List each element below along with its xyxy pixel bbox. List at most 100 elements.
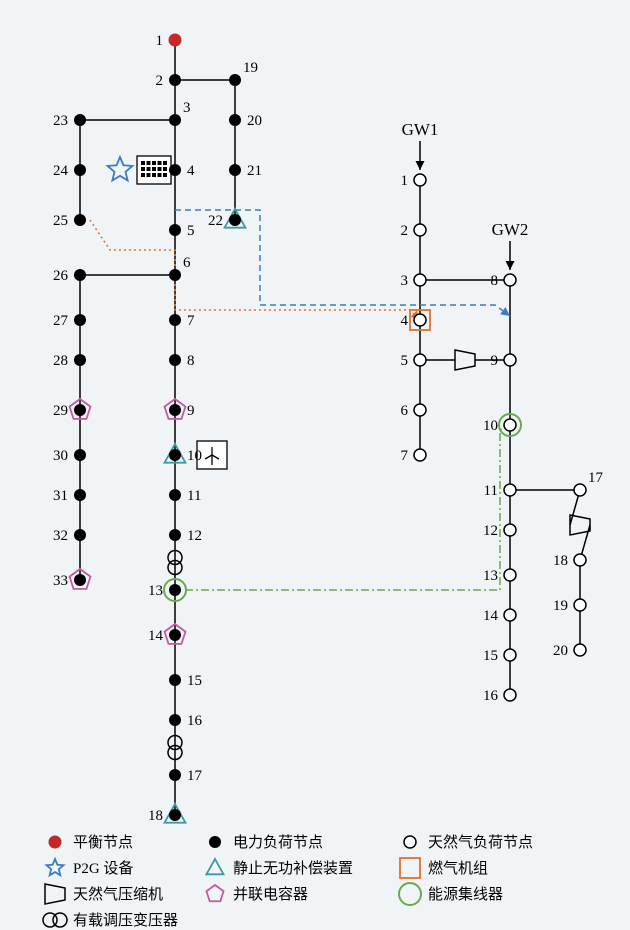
load-node-icon <box>169 314 181 326</box>
node-label: 9 <box>491 353 499 369</box>
legend-label: 有载调压变压器 <box>73 912 178 929</box>
node-label: 14 <box>148 628 164 644</box>
load-node-icon <box>74 529 86 541</box>
legend-label: P2G 设备 <box>73 860 133 877</box>
compressor-icon <box>570 515 590 535</box>
node-label: 3 <box>183 100 191 116</box>
node-label: 15 <box>187 673 202 689</box>
load-node-icon <box>169 354 181 366</box>
load-node-icon <box>169 489 181 501</box>
load-node-icon <box>229 214 241 226</box>
node-label: 32 <box>53 528 68 544</box>
gas-node-icon <box>414 314 426 326</box>
gas-node-icon <box>404 836 416 848</box>
node-label: 13 <box>148 583 163 599</box>
node-label: 16 <box>483 688 499 704</box>
legend-label: 能源集线器 <box>428 886 503 903</box>
load-node-icon <box>169 674 181 686</box>
node-label: 3 <box>401 273 409 289</box>
legend-label: 燃气机组 <box>428 859 488 877</box>
gas-node-icon <box>504 689 516 701</box>
node-label: 5 <box>401 353 409 369</box>
node-label: 30 <box>53 448 68 464</box>
node-label: 11 <box>187 488 201 504</box>
node-label: 16 <box>187 713 203 729</box>
legend-label: 平衡节点 <box>73 834 133 851</box>
legend-label: 静止无功补偿装置 <box>233 860 353 877</box>
legend-label: 天然气压缩机 <box>73 886 163 903</box>
load-node-icon <box>74 354 86 366</box>
load-node-icon <box>169 529 181 541</box>
gas-node-icon <box>504 569 516 581</box>
load-node-icon <box>169 809 181 821</box>
gw-label: GW1 <box>402 120 439 139</box>
gas-node-icon <box>504 524 516 536</box>
p2g-star-icon <box>46 859 63 875</box>
gas-node-icon <box>414 404 426 416</box>
gas-node-icon <box>414 449 426 461</box>
node-label: 9 <box>187 403 195 419</box>
network-diagram: GW1GW21234567891011121314151617181920212… <box>0 0 630 930</box>
node-label: 10 <box>187 448 202 464</box>
slack-node-icon <box>169 34 181 46</box>
gas-node-icon <box>414 174 426 186</box>
load-node-icon <box>169 114 181 126</box>
load-node-icon <box>169 74 181 86</box>
gw-label: GW2 <box>492 220 529 239</box>
svc-icon <box>206 859 223 874</box>
node-label: 29 <box>53 403 68 419</box>
node-label: 4 <box>187 163 195 179</box>
node-label: 28 <box>53 353 68 369</box>
load-node-icon <box>229 74 241 86</box>
node-label: 14 <box>483 608 499 624</box>
node-label: 22 <box>208 213 223 229</box>
load-node-icon <box>229 164 241 176</box>
load-node-icon <box>169 164 181 176</box>
node-label: 6 <box>401 403 409 419</box>
node-label: 2 <box>401 223 409 239</box>
shunt-cap-icon <box>206 885 223 901</box>
load-node-icon <box>74 489 86 501</box>
node-label: 27 <box>53 313 69 329</box>
node-label: 8 <box>491 273 499 289</box>
node-label: 18 <box>148 808 163 824</box>
load-node-icon <box>169 269 181 281</box>
node-label: 6 <box>183 255 191 271</box>
slack-node-icon <box>49 836 61 848</box>
gt-box-icon <box>400 858 420 878</box>
load-node-icon <box>74 114 86 126</box>
node-label: 8 <box>187 353 195 369</box>
load-node-icon <box>169 629 181 641</box>
legend-label: 并联电容器 <box>233 886 308 903</box>
gas-node-icon <box>504 484 516 496</box>
gas-node-icon <box>574 599 586 611</box>
node-label: 23 <box>53 113 68 129</box>
gas-node-icon <box>574 644 586 656</box>
node-label: 24 <box>53 163 69 179</box>
gas-node-icon <box>504 419 516 431</box>
load-node-icon <box>74 164 86 176</box>
gas-node-icon <box>574 554 586 566</box>
legend-label: 天然气负荷节点 <box>428 834 533 851</box>
node-label: 7 <box>187 313 195 329</box>
node-label: 20 <box>553 643 568 659</box>
load-node-icon <box>74 404 86 416</box>
gas-node-icon <box>504 354 516 366</box>
node-label: 11 <box>484 483 498 499</box>
node-label: 12 <box>187 528 202 544</box>
node-label: 20 <box>247 113 262 129</box>
hub-icon <box>399 883 421 905</box>
node-label: 25 <box>53 213 68 229</box>
node-label: 18 <box>553 553 568 569</box>
node-label: 15 <box>483 648 498 664</box>
node-label: 19 <box>553 598 568 614</box>
node-label: 17 <box>187 768 203 784</box>
gas-node-icon <box>504 609 516 621</box>
load-node-icon <box>169 714 181 726</box>
node-label: 19 <box>243 60 258 76</box>
node-label: 5 <box>187 223 195 239</box>
load-node-icon <box>229 114 241 126</box>
load-node-icon <box>169 769 181 781</box>
node-label: 17 <box>588 470 604 486</box>
compressor-icon <box>455 350 475 370</box>
